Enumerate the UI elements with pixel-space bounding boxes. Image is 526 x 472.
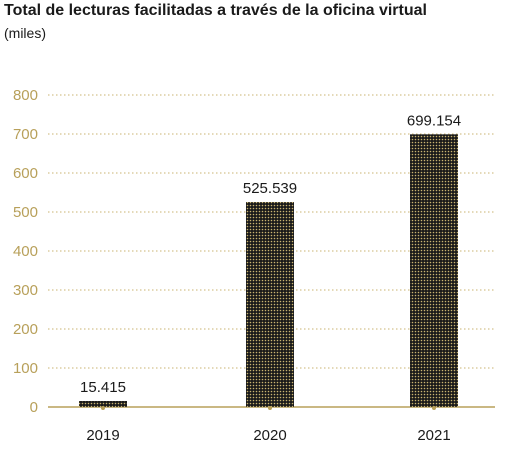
y-tick-label: 500 [13, 204, 38, 221]
data-label: 699.154 [407, 112, 461, 129]
y-tick-label: 400 [13, 243, 38, 260]
data-label: 15.415 [80, 379, 126, 396]
y-tick-label: 800 [13, 87, 38, 104]
y-tick-label: 100 [13, 360, 38, 377]
axis-tick-dot [101, 406, 105, 410]
chart-subtitle: (miles) [4, 25, 46, 41]
x-tick-label: 2020 [253, 427, 286, 444]
axis-tick-dot [432, 406, 436, 410]
y-tick-label: 700 [13, 126, 38, 143]
data-label: 525.539 [243, 180, 297, 197]
y-tick-label: 0 [30, 399, 38, 416]
y-tick-label: 200 [13, 321, 38, 338]
bar [79, 400, 127, 407]
chart-title: Total de lecturas facilitadas a través d… [4, 2, 427, 19]
y-tick-label: 600 [13, 165, 38, 182]
y-tick-label: 300 [13, 282, 38, 299]
bar [246, 202, 294, 407]
x-tick-label: 2021 [417, 427, 450, 444]
bar [410, 134, 458, 407]
x-tick-label: 2019 [86, 427, 119, 444]
axis-tick-dot [268, 406, 272, 410]
